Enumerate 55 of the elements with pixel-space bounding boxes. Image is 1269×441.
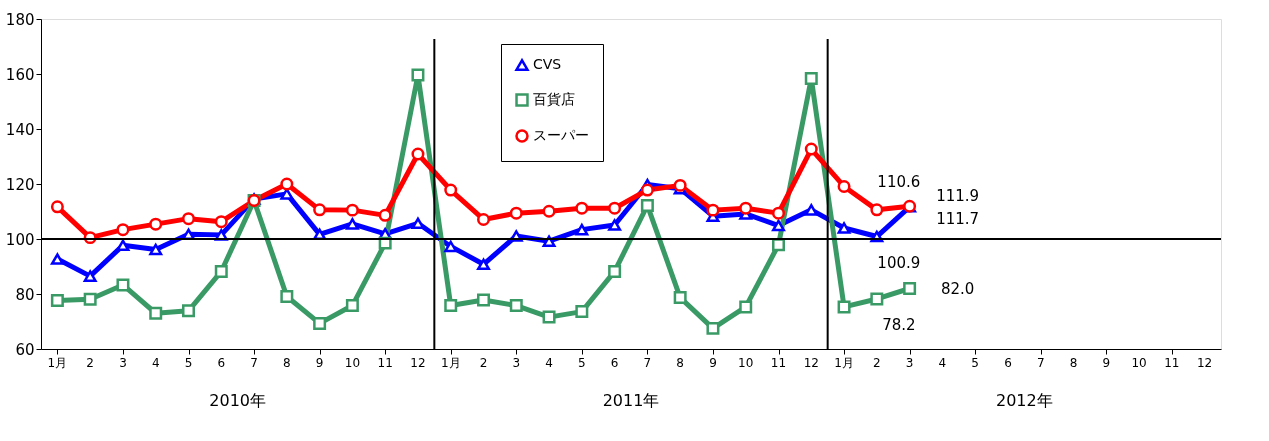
x-tick-label: 1月 [834,356,854,370]
x-tick-label: 3 [512,356,521,370]
y-tick-label: 160 [5,65,35,84]
y-tick-label: 100 [5,230,35,249]
x-tick-label: 1月 [47,356,68,370]
y-tick-label: 180 [5,10,35,29]
data-label: 100.9 [877,253,921,272]
x-tick-label: 4 [938,356,947,370]
x-tick-label: 10 [1131,356,1147,370]
x-tick-label: 11 [1164,356,1180,370]
x-tick-label: 8 [283,356,291,370]
data-label: 111.9 [936,187,980,206]
y-tick-label: 60 [15,340,35,359]
x-tick-label: 9 [709,356,717,370]
text: 2012年 [995,391,1053,410]
legend-label: スーパー [533,127,589,143]
data-label: 78.2 [882,315,916,334]
x-tick-label: 5 [184,356,193,370]
x-tick-label: 2 [873,356,881,370]
x-tick-label: 11 [377,356,393,370]
x-tick-label: 3 [905,356,914,370]
x-tick-label: 4 [545,356,553,370]
text: 2011年 [602,391,660,410]
x-tick-label: 6 [610,356,619,370]
x-tick-label: 4 [151,356,160,370]
x-tick-label: 2 [479,356,488,370]
x-tick-label: 12 [1196,356,1213,370]
x-tick-label: 2 [86,356,94,370]
x-tick-label: 8 [676,356,684,370]
data-label: 82.0 [940,279,975,298]
legend-label: 百貨店 [533,91,575,107]
data-label: 110.6 [877,172,921,191]
x-tick-label: 9 [1102,356,1111,370]
x-tick-label: 7 [250,356,258,370]
x-tick-label: 12 [803,356,819,370]
x-tick-label: 3 [119,356,127,370]
x-tick-label: 7 [643,356,652,370]
x-tick-label: 6 [1004,356,1012,370]
x-tick-label: 1月 [440,356,461,370]
y-tick-label: 120 [5,175,35,194]
legend-label: CVS [533,56,562,72]
text: 2010年 [209,391,267,410]
data-label: 111.7 [936,209,980,228]
x-tick-label: 7 [1036,356,1045,370]
x-tick-label: 10 [738,356,754,370]
x-tick-label: 8 [1069,356,1078,370]
y-tick-label: 140 [5,120,35,139]
y-tick-label: 80 [15,285,35,304]
x-tick-label: 5 [971,356,979,370]
x-tick-label: 5 [578,356,586,370]
x-tick-label: 11 [770,356,787,370]
x-tick-label: 10 [344,356,361,370]
x-tick-label: 12 [410,356,426,370]
x-tick-label: 9 [315,356,324,370]
x-tick-label: 6 [217,356,226,370]
